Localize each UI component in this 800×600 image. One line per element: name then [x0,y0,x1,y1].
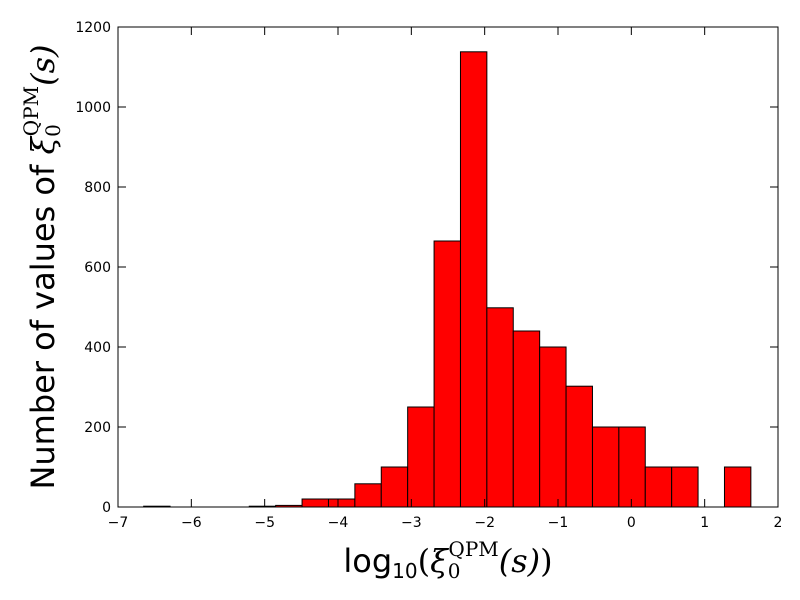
y-tick-label: 0 [102,500,111,516]
histogram-bar-12 [459,51,488,508]
histogram-bar-13 [486,307,514,508]
y-label-arg: (s) [24,44,62,85]
x-label-log: log [343,542,392,580]
x-tick-label: 1 [700,515,709,531]
x-label-sup-qpm: QPM [448,537,498,561]
x-axis-ticks: −7 −6 −5 −4 −3 −2 −1 0 1 2 [108,27,783,531]
x-tick-label: −5 [254,515,275,531]
histogram-bar-18 [618,426,646,508]
y-label-sub0: 0 [41,124,65,137]
x-tick-label: −3 [401,515,422,531]
x-label-close-paren: ) [540,542,552,580]
x-label-sub10: 10 [392,559,417,583]
x-tick-label: −1 [548,515,569,531]
histogram-bar-9 [380,466,409,508]
y-label-xi: ξ [24,136,62,155]
x-tick-label: −4 [328,515,349,531]
histogram-bar-11 [433,240,461,508]
y-tick-label: 400 [84,340,111,356]
histogram-bar-14 [512,330,541,508]
histogram-bar-22 [723,466,752,508]
histogram-bars [143,51,752,508]
x-label-sub0: 0 [448,559,461,583]
histogram-bar-19 [644,466,673,508]
x-tick-label: 0 [627,515,636,531]
histogram-bar-7 [327,498,356,508]
y-tick-label: 600 [84,260,111,276]
y-tick-label: 1000 [75,100,111,116]
histogram-bar-16 [565,385,593,508]
x-label-xi: ξ [430,542,449,580]
x-tick-label: 2 [774,515,783,531]
y-tick-label: 1200 [75,20,111,36]
x-tick-label: −7 [108,515,129,531]
y-tick-label: 800 [84,180,111,196]
x-tick-label: −6 [181,515,202,531]
histogram-bar-10 [407,406,435,508]
histogram-bar-15 [539,346,567,508]
y-label-text: Number of values of [24,155,62,490]
x-label-open-paren: ( [418,542,430,580]
histogram-bar-6 [301,498,329,508]
x-tick-label: −2 [474,515,495,531]
histogram-bar-17 [591,426,620,508]
histogram-bar-8 [354,483,382,508]
y-axis-ticks: 0 200 400 600 800 1000 1200 [75,20,778,516]
x-axis-label: log10(ξ0QPM(s)) [343,537,552,583]
y-tick-label: 200 [84,420,111,436]
histogram-bar-20 [671,466,699,508]
x-label-arg: (s) [499,542,540,580]
y-axis-label: Number of values of ξ0QPM(s) [19,44,65,489]
y-label-sup-qpm: QPM [19,86,43,136]
